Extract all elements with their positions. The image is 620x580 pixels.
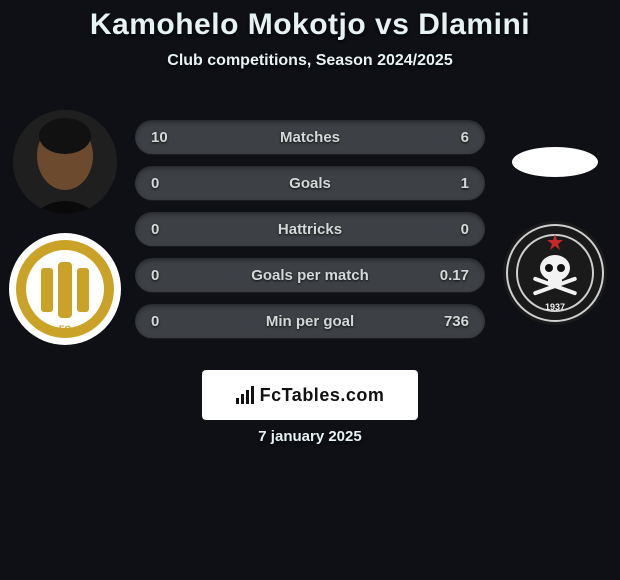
site-logo: FcTables.com	[202, 370, 418, 420]
left-player-avatar	[13, 110, 117, 214]
stat-left-value: 0	[151, 304, 159, 338]
left-player-column: FC	[0, 110, 130, 346]
avatar-silhouette-icon	[13, 110, 117, 214]
stat-row: 10 Matches 6	[135, 120, 485, 154]
stat-right-value: 0.17	[440, 258, 469, 292]
stat-left-value: 0	[151, 166, 159, 200]
stat-right-value: 1	[461, 166, 469, 200]
avatar-placeholder-icon	[512, 147, 598, 177]
stat-left-value: 0	[151, 212, 159, 246]
right-badge-year: 1937	[545, 302, 565, 312]
orlando-pirates-badge-icon: 1937	[502, 220, 608, 326]
page-subtitle: Club competitions, Season 2024/2025	[0, 52, 620, 70]
stat-row: 0 Goals per match 0.17	[135, 258, 485, 292]
stat-row: 0 Min per goal 736	[135, 304, 485, 338]
stat-left-value: 0	[151, 258, 159, 292]
right-player-avatar	[512, 110, 598, 214]
svg-text:FC: FC	[59, 324, 71, 334]
stat-row: 0 Goals 1	[135, 166, 485, 200]
left-club-badge: FC	[8, 232, 122, 346]
stat-right-value: 6	[461, 120, 469, 154]
stat-label: Min per goal	[266, 313, 354, 330]
stat-left-value: 10	[151, 120, 168, 154]
stat-label: Goals per match	[251, 267, 369, 284]
page-title: Kamohelo Mokotjo vs Dlamini	[0, 0, 620, 42]
stat-row: 0 Hattricks 0	[135, 212, 485, 246]
stat-label: Matches	[280, 129, 340, 146]
stat-label: Goals	[289, 175, 331, 192]
right-club-badge: 1937	[498, 216, 612, 330]
bars-chart-icon	[236, 386, 254, 404]
page-root: Kamohelo Mokotjo vs Dlamini Club competi…	[0, 0, 620, 580]
stats-container: 10 Matches 6 0 Goals 1 0 Hattricks 0 0 G…	[135, 120, 485, 338]
stat-right-value: 0	[461, 212, 469, 246]
site-logo-text: FcTables.com	[260, 385, 385, 406]
stat-right-value: 736	[444, 304, 469, 338]
stat-label: Hattricks	[278, 221, 342, 238]
right-player-column: 1937	[490, 110, 620, 330]
cape-town-city-badge-icon: FC	[8, 232, 122, 346]
page-date: 7 january 2025	[0, 428, 620, 445]
